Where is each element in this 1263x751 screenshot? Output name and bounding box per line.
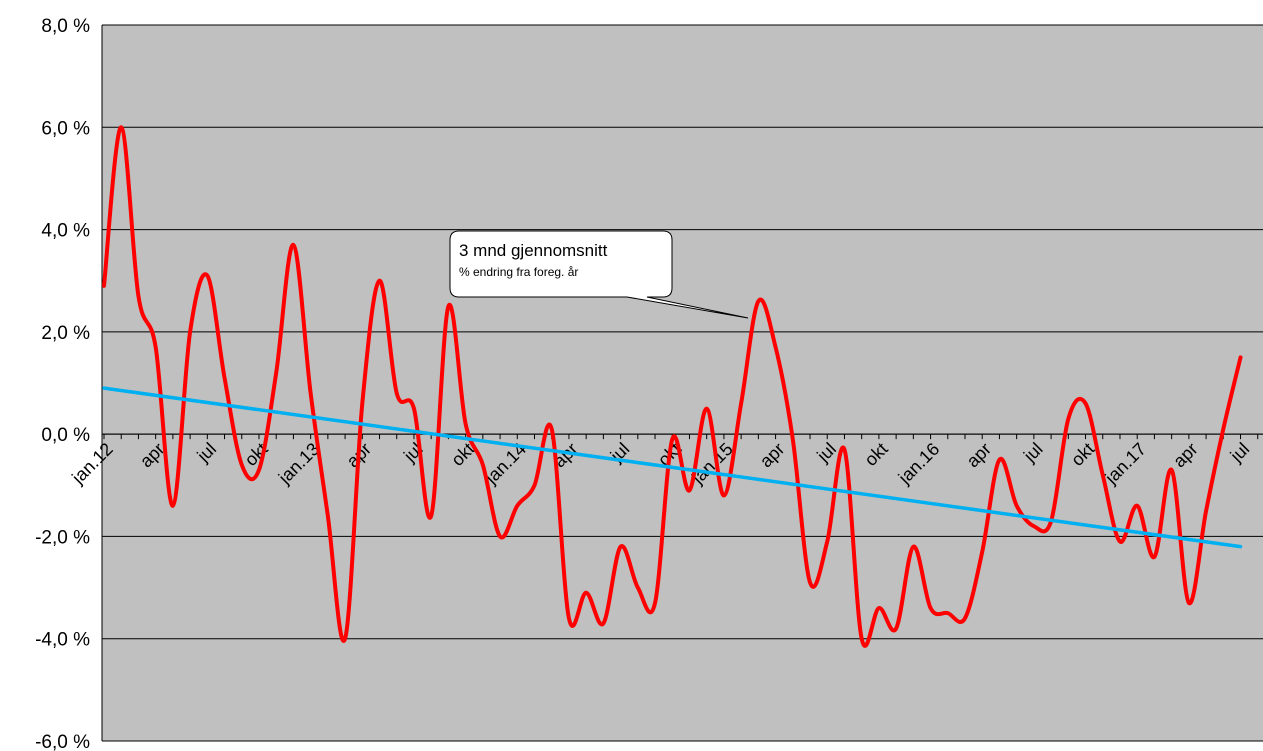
callout-bubble (449, 230, 749, 319)
y-tick-label: -4,0 % (35, 630, 90, 651)
gridlines (102, 24, 1263, 742)
y-tick-label: 6,0 % (41, 118, 90, 139)
plot-area (102, 25, 1263, 741)
y-tick-label: 4,0 % (41, 221, 90, 242)
y-tick-label: 2,0 % (41, 323, 90, 344)
series-lines (102, 125, 1243, 648)
series-line-trend (102, 386, 1243, 549)
y-tick-label: 0,0 % (41, 425, 90, 446)
callout-shape (449, 230, 749, 319)
axes (101, 25, 1263, 741)
y-tick-label: -2,0 % (35, 527, 90, 548)
y-tick-label: 8,0 % (41, 16, 90, 37)
series-line-red (102, 125, 1243, 648)
y-axis-tick-labels: 8,0 % 6,0 % 4,0 % 2,0 % 0,0 % -2,0 % -4,0 % -6,… (35, 16, 90, 751)
y-tick-label: -6,0 % (35, 732, 90, 751)
